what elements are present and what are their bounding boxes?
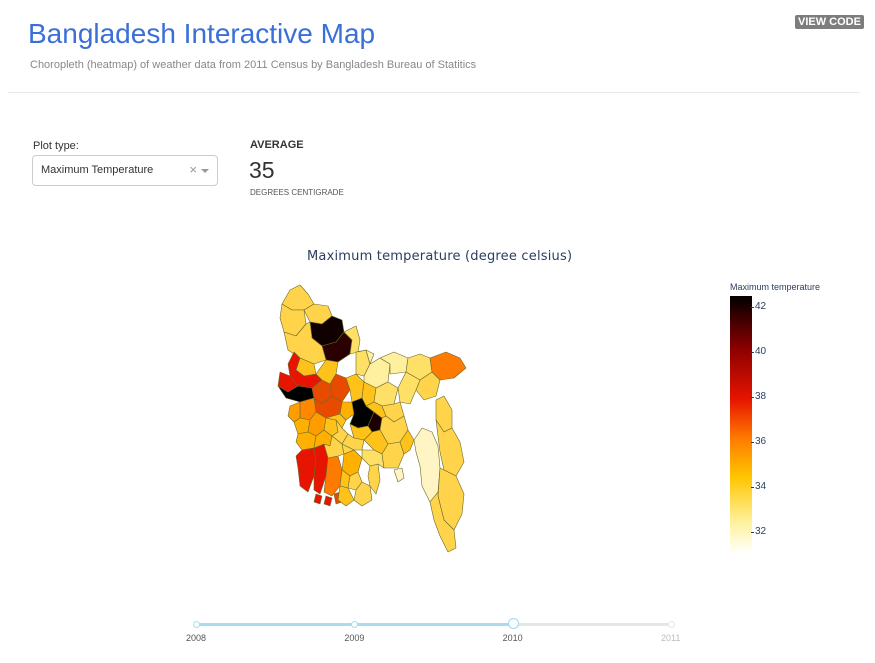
island-sundarbans-1[interactable] — [313, 493, 323, 505]
district-chuadanga[interactable] — [293, 417, 311, 435]
chevron-down-icon[interactable] — [201, 169, 209, 173]
district-coxsbazar[interactable] — [429, 491, 457, 553]
clear-icon[interactable]: × — [189, 162, 197, 177]
district-sherpur[interactable] — [357, 349, 375, 365]
slider-dot[interactable] — [351, 621, 359, 628]
district-barguna[interactable] — [337, 485, 355, 507]
colorbar-tick: 34 — [750, 480, 767, 492]
colorbar-title: Maximum temperature — [730, 282, 821, 292]
slider-mark[interactable]: 2011 — [661, 633, 681, 643]
district-gopalganj[interactable] — [323, 435, 345, 459]
map-title: Maximum temperature (degree celsius) — [307, 249, 573, 264]
district-rangamati[interactable] — [435, 419, 465, 477]
district-satkhira[interactable] — [295, 447, 317, 493]
island-hatiya[interactable] — [393, 467, 405, 483]
plot-type-label: Plot type: — [33, 140, 79, 152]
district-jessore[interactable] — [295, 431, 317, 451]
page-title: Bangladesh Interactive Map — [28, 18, 376, 49]
district-madaripur[interactable] — [341, 443, 355, 455]
header-divider — [8, 92, 860, 93]
island-sundarbans-2[interactable] — [323, 495, 333, 507]
slider-dot[interactable] — [668, 621, 675, 628]
plot-type-selected-value: Maximum Temperature — [41, 164, 154, 176]
slider-mark[interactable]: 2010 — [502, 633, 523, 643]
district-feni[interactable] — [399, 429, 415, 455]
plot-type-dropdown[interactable]: Maximum Temperature × — [32, 155, 218, 186]
page-subtitle: Choropleth (heatmap) of weather data fro… — [30, 59, 477, 71]
choropleth-map[interactable] — [270, 280, 500, 555]
district-panchagarh[interactable] — [281, 284, 315, 311]
view-code-button[interactable]: VIEW CODE — [795, 15, 864, 29]
district-bagerhat[interactable] — [323, 455, 343, 497]
average-value: 35 — [249, 157, 275, 183]
colorbar-tick: 40 — [750, 346, 767, 358]
average-unit: DEGREES CENTIGRADE — [250, 188, 344, 197]
colorbar — [730, 296, 752, 554]
colorbar-tick: 38 — [750, 390, 767, 402]
district-rajbari[interactable] — [325, 413, 347, 429]
district-chittagong[interactable] — [413, 427, 441, 503]
colorbar-tick: 32 — [750, 525, 767, 537]
slider-handle[interactable] — [507, 618, 519, 629]
slider-mark[interactable]: 2009 — [344, 633, 365, 643]
colorbar-tick: 42 — [750, 301, 767, 313]
average-label: AVERAGE — [250, 139, 304, 151]
slider-mark[interactable]: 2008 — [186, 633, 207, 643]
slider-dot[interactable] — [193, 621, 200, 628]
colorbar-tick: 36 — [750, 435, 767, 447]
